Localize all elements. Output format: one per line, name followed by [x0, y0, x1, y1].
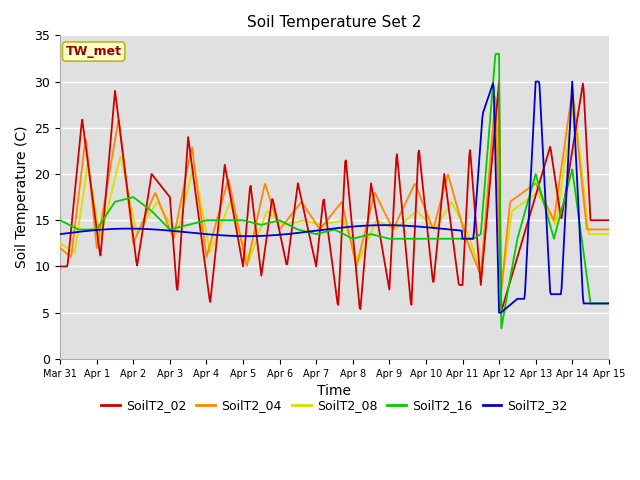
Y-axis label: Soil Temperature (C): Soil Temperature (C)	[15, 126, 29, 268]
Text: TW_met: TW_met	[66, 45, 122, 58]
Title: Soil Temperature Set 2: Soil Temperature Set 2	[247, 15, 422, 30]
X-axis label: Time: Time	[317, 384, 351, 398]
Legend: SoilT2_02, SoilT2_04, SoilT2_08, SoilT2_16, SoilT2_32: SoilT2_02, SoilT2_04, SoilT2_08, SoilT2_…	[96, 395, 573, 418]
